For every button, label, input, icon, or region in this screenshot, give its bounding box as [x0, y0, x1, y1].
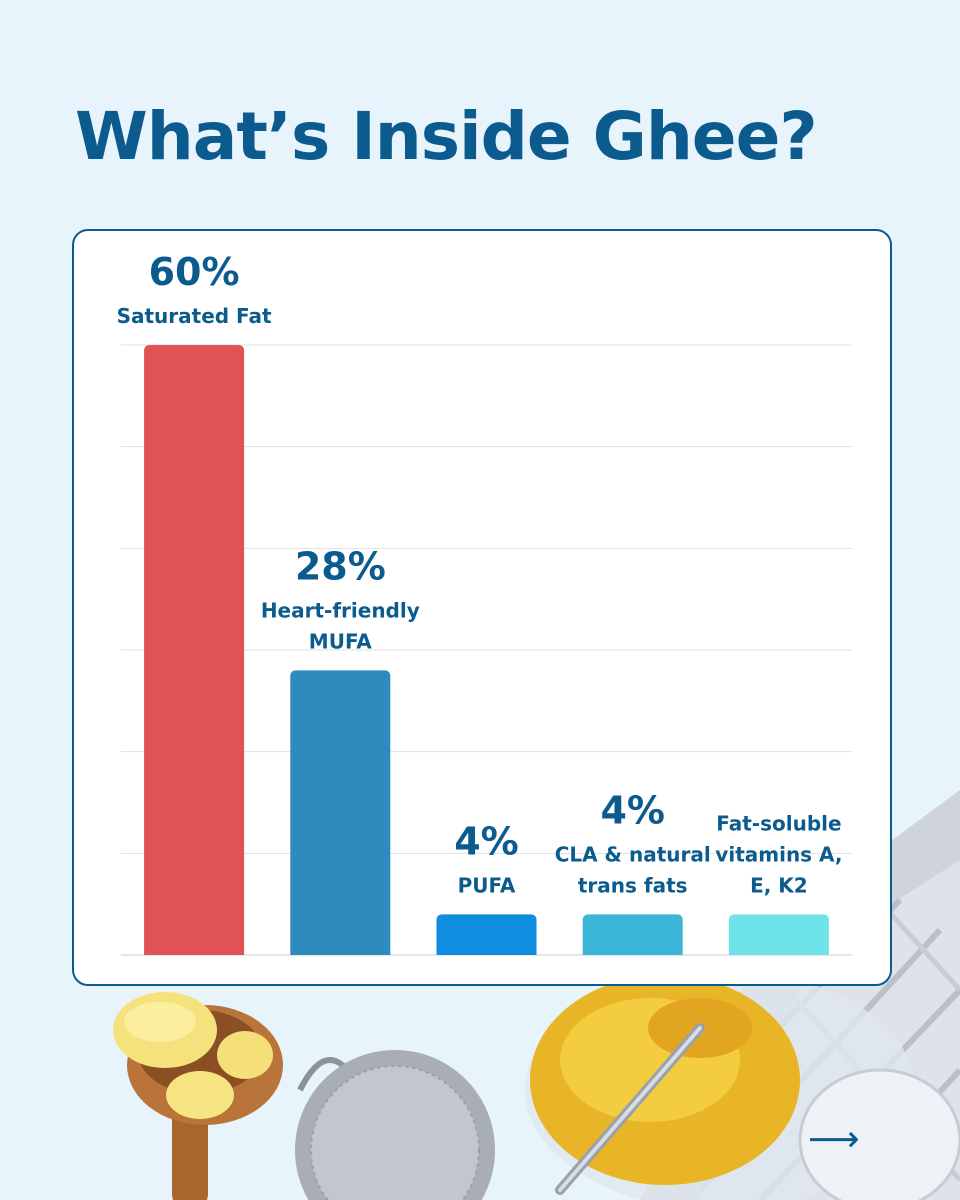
nutrient-bar-chart: Saturated Fat 60% MUFA Heart-friendly 28% PUF…	[117, 250, 852, 956]
arrow-right-icon[interactable]: ⟶	[808, 1119, 860, 1160]
ghee-jar-image	[525, 970, 960, 1200]
category-label: vitamins A,	[715, 842, 842, 866]
category-label: Fat-soluble	[716, 811, 841, 835]
bar	[728, 914, 829, 955]
category-label: CLA & natural	[555, 842, 711, 866]
category-label: Heart-friendly	[261, 598, 420, 622]
category-label: PUFA	[458, 873, 516, 897]
butter-spoon-image	[113, 992, 283, 1200]
category-label: Saturated Fat	[117, 304, 272, 328]
value-label: 60%	[149, 250, 240, 294]
bar	[582, 914, 683, 955]
bar	[436, 914, 537, 955]
chart-card: Saturated Fat 60% MUFA Heart-friendly 28% PUF…	[72, 229, 892, 986]
category-label: E, K2	[750, 873, 808, 897]
category-label: MUFA	[309, 629, 373, 653]
strainer-image	[295, 1050, 495, 1200]
bar	[144, 345, 245, 955]
category-label: trans fats	[578, 873, 688, 897]
page-title: What’s Inside Ghee?	[75, 98, 818, 175]
value-label: 4%	[600, 788, 665, 832]
value-label: 28%	[295, 544, 386, 588]
value-label: 4%	[454, 819, 519, 863]
bar	[290, 670, 391, 955]
